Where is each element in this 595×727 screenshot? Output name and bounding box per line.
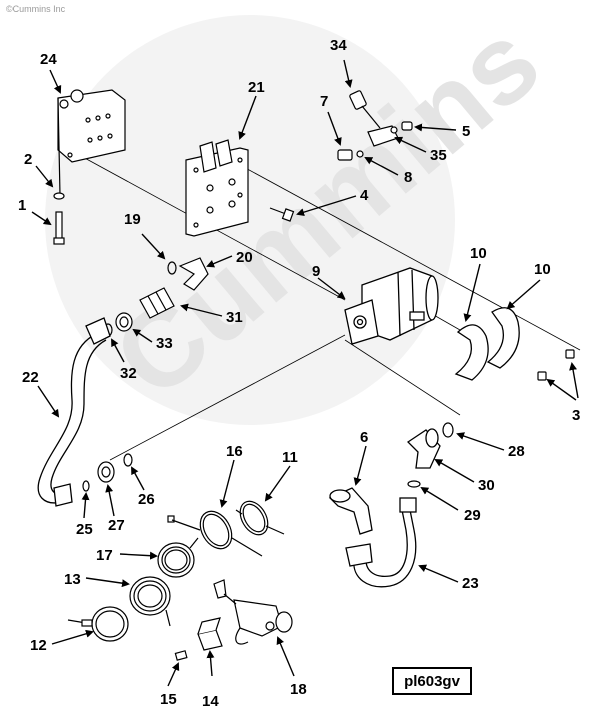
part-9-pump-motor	[344, 267, 439, 345]
callout-22: 22	[22, 369, 39, 386]
part-15-clip	[174, 650, 188, 661]
part-14-relay	[197, 617, 223, 651]
callout-33: 33	[156, 335, 173, 352]
part-3-bolts	[537, 349, 575, 381]
part-10-clamp-right	[486, 307, 520, 369]
part-12-sensor-coil	[67, 606, 129, 642]
part-33-nut	[115, 312, 133, 332]
part-13-cable-coil	[129, 576, 171, 627]
part-5-plug	[401, 121, 413, 131]
part-18-control-module	[213, 579, 293, 645]
part-19-oring	[167, 261, 177, 275]
part-29-washer	[407, 480, 421, 488]
callout-21: 21	[248, 79, 265, 96]
callout-9: 9	[312, 263, 320, 280]
callout-29: 29	[464, 507, 481, 524]
callout-10-right: 10	[534, 261, 551, 278]
callout-13: 13	[64, 571, 81, 588]
callout-16: 16	[226, 443, 243, 460]
callout-8: 8	[404, 169, 412, 186]
callout-28: 28	[508, 443, 525, 460]
part-20-elbow	[178, 257, 209, 291]
part-28-oring	[442, 422, 454, 438]
part-24-bracket	[57, 89, 126, 196]
part-26-oring	[123, 453, 133, 467]
callout-4: 4	[360, 187, 369, 204]
callout-14: 14	[202, 693, 219, 710]
part-6-elbow	[328, 487, 373, 535]
callout-10-left: 10	[470, 245, 487, 262]
callout-labels: 24 2 1 21 34 7 5 35 8 4 19 20 9 10 10 3 …	[18, 37, 580, 710]
part-27-nut	[97, 461, 115, 483]
part-4-bolt	[269, 207, 295, 222]
part-30-elbow	[406, 428, 441, 469]
callout-5: 5	[462, 123, 470, 140]
part-23-hose	[345, 497, 417, 588]
part-7-fitting	[337, 149, 353, 161]
drawing-code-label: pl603gv	[404, 672, 460, 690]
part-2-washer	[53, 192, 65, 200]
callout-18: 18	[290, 681, 307, 698]
part-17-cable-coil	[157, 537, 199, 578]
callout-25: 25	[76, 521, 93, 538]
part-31-adapter	[139, 287, 175, 319]
part-1-bolt	[53, 211, 65, 245]
callout-31: 31	[226, 309, 243, 326]
copyright-text: ©Cummins Inc	[6, 4, 66, 14]
drawing-code-box: pl603gv	[392, 667, 472, 695]
callout-1: 1	[18, 197, 26, 214]
callout-20: 20	[236, 249, 253, 266]
callout-6: 6	[360, 429, 368, 446]
part-25-washer	[82, 480, 90, 492]
callout-26: 26	[138, 491, 155, 508]
part-21-mounting-plate	[185, 139, 249, 237]
callout-3: 3	[572, 407, 580, 424]
part-16-harness	[167, 510, 263, 557]
part-11-harness	[235, 500, 285, 536]
callout-34: 34	[330, 37, 347, 54]
callout-15: 15	[160, 691, 177, 708]
callout-19: 19	[124, 211, 141, 228]
callout-32: 32	[120, 365, 137, 382]
callout-23: 23	[462, 575, 479, 592]
callout-7: 7	[320, 93, 328, 110]
part-22-hose	[37, 317, 111, 507]
part-8-oring	[356, 150, 364, 158]
callout-arrows	[31, 59, 579, 687]
callout-27: 27	[108, 517, 125, 534]
callout-35: 35	[430, 147, 447, 164]
callout-11: 11	[282, 449, 298, 466]
part-34-sensor	[349, 90, 381, 129]
callout-17: 17	[96, 547, 113, 564]
callout-12: 12	[30, 637, 47, 654]
callout-2: 2	[24, 151, 32, 168]
callout-24: 24	[40, 51, 57, 68]
callout-30: 30	[478, 477, 495, 494]
part-10-clamp-left	[454, 324, 489, 381]
